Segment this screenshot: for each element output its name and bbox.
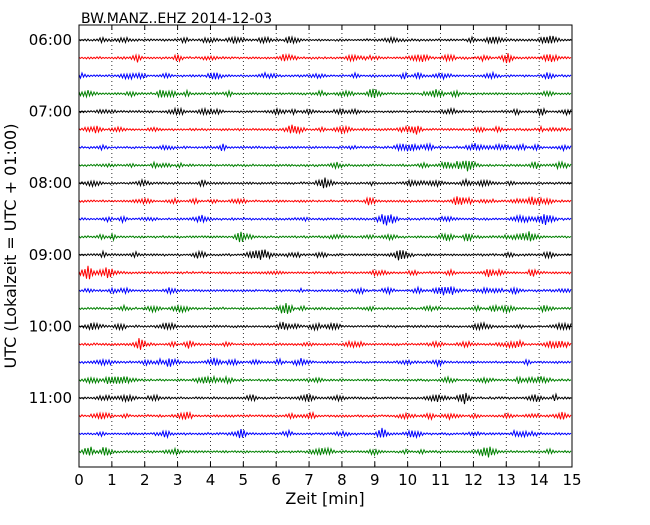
trace-0715 xyxy=(78,124,572,135)
x-tick-label-3: 3 xyxy=(173,471,183,489)
x-tick-label-1: 1 xyxy=(107,471,117,489)
x-axis-label: Zeit [min] xyxy=(285,489,364,508)
trace-0645 xyxy=(78,88,572,99)
x-tick-label-5: 5 xyxy=(239,471,249,489)
x-tick-label-2: 2 xyxy=(140,471,150,489)
trace-1045 xyxy=(78,374,572,386)
trace-0915 xyxy=(78,265,572,280)
x-tick-label-0: 0 xyxy=(74,471,84,489)
y-tick-label-0600: 06:00 xyxy=(29,31,72,49)
trace-0745 xyxy=(78,160,572,172)
x-tick-label-15: 15 xyxy=(562,471,581,489)
y-axis-label: UTC (Lokalzeit = UTC + 01:00) xyxy=(1,124,20,369)
y-tick-label-0900: 09:00 xyxy=(29,246,72,264)
x-tick-label-14: 14 xyxy=(530,471,549,489)
x-tick-label-4: 4 xyxy=(206,471,216,489)
x-tick-label-11: 11 xyxy=(431,471,450,489)
y-tick-label-1100: 11:00 xyxy=(29,389,72,407)
trace-1000 xyxy=(78,321,572,332)
x-tick-label-12: 12 xyxy=(464,471,483,489)
y-tick-labels: 06:00 07:00 08:00 09:00 10:00 11:00 xyxy=(29,31,72,407)
trace-1145 xyxy=(78,446,572,458)
trace-0945 xyxy=(78,302,572,315)
trace-0815 xyxy=(78,196,572,206)
trace-0700 xyxy=(78,106,572,117)
y-tick-label-0700: 07:00 xyxy=(29,103,72,121)
x-tick-label-7: 7 xyxy=(304,471,314,489)
x-tick-label-10: 10 xyxy=(398,471,417,489)
trace-1130 xyxy=(78,427,572,440)
trace-series xyxy=(78,35,572,458)
grid-lines xyxy=(111,25,540,467)
trace-0600 xyxy=(78,35,572,45)
x-tick-label-6: 6 xyxy=(271,471,281,489)
trace-0615 xyxy=(78,52,572,64)
trace-1100 xyxy=(78,392,572,405)
trace-0930 xyxy=(78,285,572,296)
x-tick-label-13: 13 xyxy=(497,471,516,489)
y-tick-label-0800: 08:00 xyxy=(29,174,72,192)
plot-frame xyxy=(78,24,573,468)
chart-title: BW.MANZ..EHZ 2014-12-03 xyxy=(81,11,272,27)
y-tick-label-1000: 10:00 xyxy=(29,317,72,335)
trace-0845 xyxy=(78,231,572,243)
trace-0800 xyxy=(78,177,572,189)
tick-marks xyxy=(78,25,573,467)
trace-1015 xyxy=(78,338,572,350)
trace-0900 xyxy=(78,249,572,261)
trace-1030 xyxy=(78,357,572,368)
x-tick-label-8: 8 xyxy=(337,471,347,489)
x-tick-labels: 0 1 2 3 4 5 6 7 8 9 10 11 12 13 14 15 xyxy=(74,471,581,489)
trace-1115 xyxy=(78,410,572,422)
trace-0630 xyxy=(78,70,572,81)
x-tick-label-9: 9 xyxy=(370,471,380,489)
trace-0730 xyxy=(78,142,572,153)
trace-0830 xyxy=(78,213,572,226)
